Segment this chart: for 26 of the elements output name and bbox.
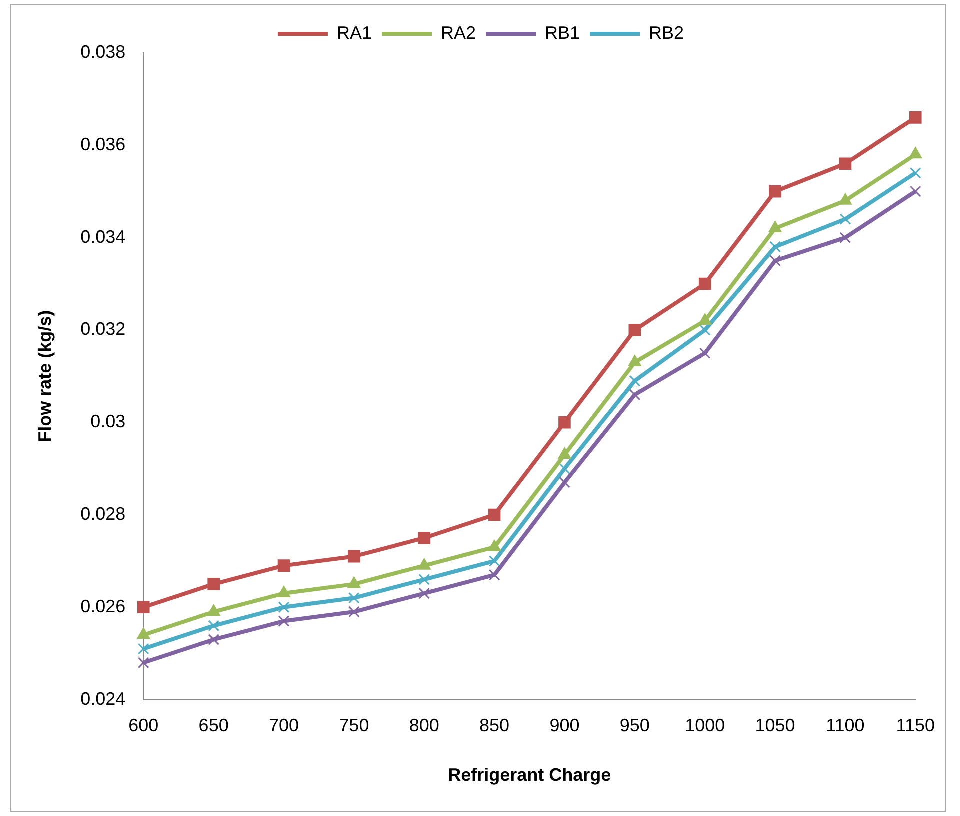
- x-tick-label: 800: [409, 716, 440, 736]
- x-tick-label: 1050: [755, 716, 796, 736]
- x-tick-label: 950: [620, 716, 650, 736]
- y-tick-label: 0.034: [80, 226, 126, 247]
- y-tick-label: 0.036: [80, 134, 126, 154]
- legend-label: RA2: [440, 22, 476, 43]
- x-tick-label: 650: [198, 716, 229, 736]
- y-tick-label: 0.038: [80, 42, 126, 62]
- y-tick-label: 0.032: [80, 319, 126, 340]
- x-tick-label: 900: [550, 716, 580, 736]
- x-tick-label: 1150: [896, 716, 936, 736]
- x-axis-title: Refrigerant Charge: [448, 765, 612, 786]
- x-tick-label: 1100: [826, 716, 865, 736]
- x-tick-label: 700: [268, 716, 300, 736]
- y-tick-label: 0.03: [90, 412, 126, 432]
- x-tick-label: 750: [339, 716, 370, 736]
- legend-label: RB1: [545, 22, 580, 43]
- y-tick-label: 0.024: [80, 688, 126, 709]
- x-tick-label: 850: [480, 716, 510, 736]
- legend-label: RB2: [649, 22, 684, 43]
- y-tick-label: 0.026: [80, 596, 126, 616]
- x-tick-label: 600: [128, 716, 159, 736]
- legend-label: RA1: [336, 22, 372, 43]
- y-axis-title: Flow rate (kg/s): [34, 310, 55, 442]
- x-tick-label: 1000: [685, 716, 726, 736]
- y-tick-label: 0.028: [80, 504, 126, 524]
